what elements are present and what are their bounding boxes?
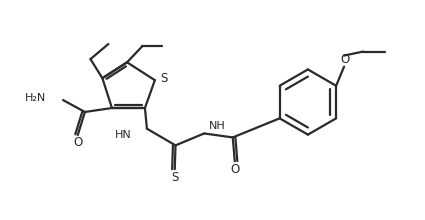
Text: O: O [230, 163, 239, 176]
Text: S: S [160, 72, 167, 85]
Text: NH: NH [209, 121, 226, 131]
Text: H₂N: H₂N [25, 93, 46, 103]
Text: HN: HN [115, 130, 132, 140]
Text: S: S [171, 171, 178, 184]
Text: O: O [73, 136, 82, 150]
Text: O: O [340, 53, 349, 66]
